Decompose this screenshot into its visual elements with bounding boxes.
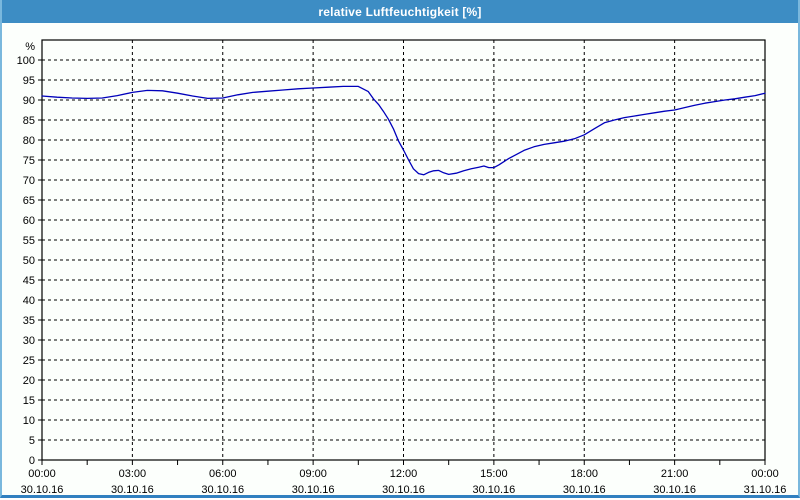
x-tick-time-label: 18:00: [570, 468, 598, 480]
window-title-bar: relative Luftfeuchtigkeit [%]: [2, 0, 798, 23]
x-tick-date-label: 30.10.16: [111, 484, 154, 495]
y-tick-label: 100: [17, 55, 35, 67]
y-tick-label: 30: [23, 335, 35, 347]
y-tick-label: 0: [29, 455, 35, 467]
y-tick-label: 65: [23, 195, 35, 207]
x-tick-time-label: 21:00: [661, 468, 689, 480]
x-tick-time-label: 09:00: [299, 468, 327, 480]
y-tick-label: 20: [23, 375, 35, 387]
window-title: relative Luftfeuchtigkeit [%]: [318, 4, 482, 19]
y-tick-label: 90: [23, 95, 35, 107]
y-tick-label: 60: [23, 215, 35, 227]
humidity-line-chart: 0 5 10 15 20 25 30 35 40 45 50 55 60 65 70 75 80 85 90 95 10…: [17, 39, 787, 495]
chart-area: 0 5 10 15 20 25 30 35 40 45 50 55 60 65 70 75 80 85 90 95 10…: [2, 23, 798, 495]
x-tick-date-label: 30.10.16: [382, 484, 425, 495]
y-axis-unit-label: %: [25, 41, 35, 53]
y-tick-label: 5: [29, 435, 35, 447]
y-tick-label: 15: [23, 395, 35, 407]
x-tick-date-label: 30.10.16: [653, 484, 696, 495]
x-tick-time-label: 00:00: [751, 468, 779, 480]
x-tick-time-label: 06:00: [209, 468, 237, 480]
x-tick-date-label: 30.10.16: [292, 484, 335, 495]
y-tick-label: 95: [23, 75, 35, 87]
x-tick-time-label: 00:00: [28, 468, 56, 480]
y-tick-label: 75: [23, 155, 35, 167]
x-tick-time-label: 03:00: [119, 468, 147, 480]
x-tick-date-label: 30.10.16: [472, 484, 515, 495]
x-tick-date-label: 30.10.16: [21, 484, 64, 495]
y-tick-label: 45: [23, 275, 35, 287]
x-tick-time-label: 15:00: [480, 468, 508, 480]
y-tick-label: 35: [23, 315, 35, 327]
y-tick-label: 70: [23, 175, 35, 187]
y-tick-label: 10: [23, 415, 35, 427]
humidity-series-line: [41, 85, 766, 176]
x-tick-time-label: 12:00: [390, 468, 418, 480]
x-tick-date-label: 30.10.16: [201, 484, 244, 495]
y-tick-label: 25: [23, 355, 35, 367]
y-tick-label: 80: [23, 135, 35, 147]
y-tick-label: 85: [23, 115, 35, 127]
y-tick-label: 50: [23, 255, 35, 267]
x-tick-date-label: 30.10.16: [563, 484, 606, 495]
x-tick-date-label: 31.10.16: [744, 484, 787, 495]
y-tick-label: 40: [23, 295, 35, 307]
y-tick-label: 55: [23, 235, 35, 247]
